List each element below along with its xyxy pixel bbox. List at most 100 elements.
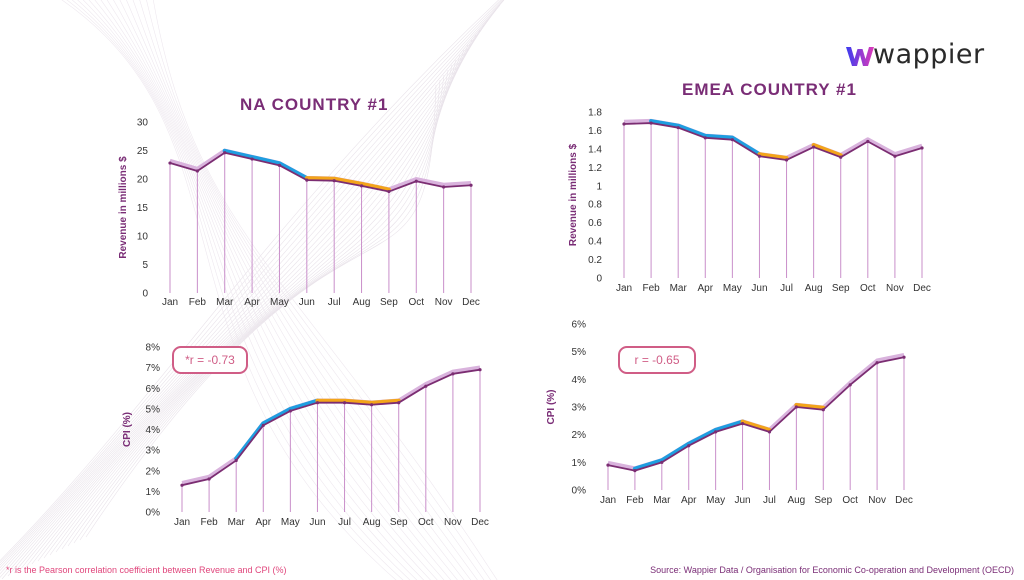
- y-tick-label: 1%: [572, 458, 587, 469]
- decorative-curve: [71, 0, 411, 580]
- x-tick-label: May: [270, 297, 289, 308]
- decorative-curve: [88, 0, 432, 580]
- x-tick-label: May: [281, 517, 300, 528]
- y-tick-label: 0%: [572, 486, 587, 497]
- emea-correlation-badge: r = -0.65: [618, 346, 696, 374]
- y-tick-label: 25: [137, 146, 149, 157]
- x-tick-label: Aug: [353, 297, 371, 308]
- y-tick-label: 2%: [572, 430, 587, 441]
- x-tick-label: Sep: [832, 283, 850, 294]
- y-axis-label: CPI (%): [122, 412, 133, 447]
- series-line: [623, 122, 923, 161]
- na-cpi-chart: 0% 1% 2% 3% 4% 5% 6% 7% 8% CPI (%) Jan Feb Mar Apr May…: [122, 343, 489, 529]
- y-axis-label: Revenue in millions $: [568, 143, 579, 246]
- data-point: [305, 178, 309, 182]
- y-tick-label: 7%: [146, 363, 161, 374]
- data-point: [757, 154, 762, 158]
- decorative-curve: [43, 49, 465, 559]
- data-point: [875, 361, 879, 365]
- highlight-segment: [757, 152, 789, 160]
- x-tick-label: Sep: [814, 495, 832, 506]
- y-tick-label: 3%: [572, 403, 587, 414]
- highlight-segment: [222, 148, 309, 181]
- x-tick-label: Dec: [471, 517, 489, 528]
- y-tick-label: 6%: [146, 384, 161, 395]
- x-tick-label: Jul: [763, 495, 776, 506]
- x-tick-label: Oct: [842, 495, 858, 506]
- highlight-segment: [811, 143, 843, 158]
- y-tick-label: 3%: [146, 446, 161, 457]
- data-point: [633, 469, 637, 473]
- decorative-curve: [66, 0, 404, 580]
- y-tick-label: 0.2: [588, 255, 602, 266]
- data-point: [250, 157, 254, 161]
- data-point: [168, 161, 172, 165]
- highlight-segment: [649, 119, 762, 157]
- decorative-curve: [119, 0, 465, 580]
- wappier-w-icon: [846, 47, 874, 66]
- x-tick-label: Dec: [913, 283, 931, 294]
- x-tick-label: Sep: [390, 517, 408, 528]
- x-tick-label: Jun: [751, 283, 767, 294]
- decorative-curve: [0, 0, 503, 566]
- y-tick-label: 0%: [146, 508, 161, 519]
- decorative-curve: [146, 0, 491, 580]
- data-point: [920, 146, 924, 150]
- decorative-curve: [25, 34, 477, 568]
- emea-revenue-chart: 0 0.2 0.4 0.6 0.8 1 1.2 1.4 1.6 1.8 Revenue in mil…: [568, 108, 931, 295]
- x-tick-label: Jan: [174, 517, 190, 528]
- y-tick-label: 0.4: [588, 237, 602, 248]
- data-point: [740, 422, 745, 426]
- data-point: [359, 184, 364, 188]
- data-point: [261, 423, 265, 427]
- y-tick-label: 10: [137, 232, 149, 243]
- data-point: [424, 384, 428, 388]
- x-tick-label: Mar: [216, 297, 234, 308]
- y-tick-label: 1.2: [588, 163, 602, 174]
- decorative-curve: [77, 0, 418, 580]
- data-point: [342, 401, 347, 405]
- data-point: [469, 183, 473, 187]
- data-point: [478, 368, 482, 372]
- y-tick-label: 2%: [146, 466, 161, 477]
- y-axis-label: CPI (%): [546, 390, 557, 425]
- x-tick-label: Aug: [787, 495, 805, 506]
- highlight-segment: [234, 398, 320, 461]
- data-point: [839, 155, 843, 159]
- x-tick-label: Jul: [338, 517, 351, 528]
- decorative-curve: [0, 9, 497, 578]
- data-point: [784, 158, 789, 162]
- wappier-wordmark: wappier: [873, 39, 985, 70]
- y-tick-label: 4%: [572, 375, 587, 386]
- data-point: [622, 122, 626, 126]
- decorative-curve: [0, 0, 505, 572]
- x-tick-label: Jan: [600, 495, 616, 506]
- x-tick-label: Apr: [681, 495, 697, 506]
- data-point: [893, 154, 897, 158]
- x-tick-label: Nov: [886, 283, 904, 294]
- data-point: [649, 121, 653, 125]
- x-tick-label: Oct: [408, 297, 424, 308]
- na-revenue-chart: 0 5 10 15 20 25 30 Revenue in millions $ Jan Feb M…: [118, 118, 480, 309]
- y-tick-label: 1%: [146, 487, 161, 498]
- y-tick-label: 5: [142, 260, 148, 271]
- data-point: [223, 151, 227, 155]
- y-tick-label: 8%: [146, 343, 161, 354]
- decorative-curve: [139, 0, 485, 580]
- data-point: [902, 355, 906, 359]
- data-point: [703, 136, 707, 140]
- highlight-segment: [315, 398, 401, 405]
- series-line: [607, 356, 905, 472]
- decorative-curve: [85, 84, 437, 538]
- pearson-footnote: *r is the Pearson correlation coefficien…: [6, 565, 287, 575]
- decorative-curve: [31, 39, 473, 565]
- data-point: [730, 138, 734, 142]
- decorative-curve: [13, 24, 485, 574]
- x-tick-label: Jan: [616, 283, 632, 294]
- y-tick-label: 15: [137, 203, 149, 214]
- x-tick-label: Jun: [734, 495, 750, 506]
- highlight-segment: [304, 176, 391, 192]
- x-tick-label: Apr: [255, 517, 271, 528]
- decorative-curve: [0, 0, 504, 569]
- data-point: [234, 458, 238, 463]
